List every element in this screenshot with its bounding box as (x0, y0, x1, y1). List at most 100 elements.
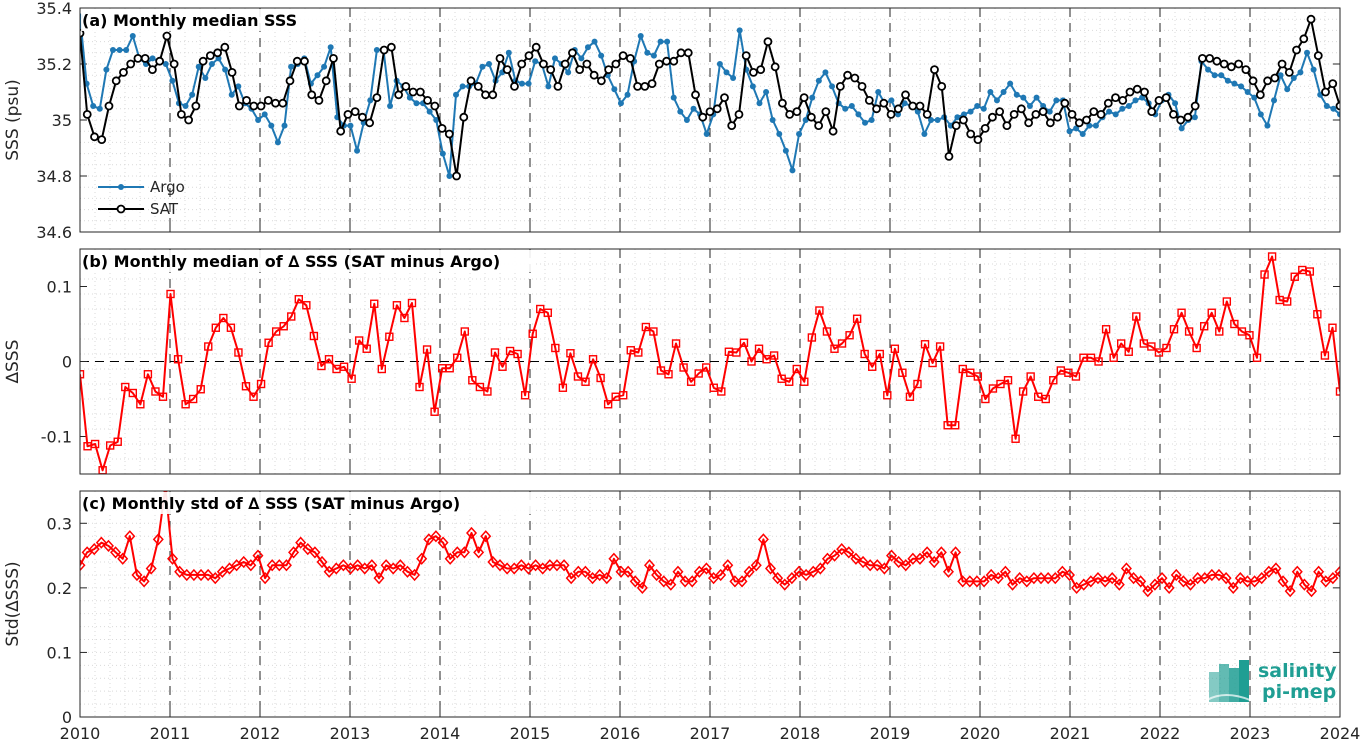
y-tick-label: -0.1 (41, 428, 72, 447)
data-point (408, 87, 418, 97)
data-point (400, 313, 409, 323)
data-point (102, 539, 114, 553)
data-point (152, 533, 164, 546)
axes-box (79, 248, 1341, 475)
data-point (517, 59, 527, 69)
data-point (249, 101, 259, 111)
data-point (618, 51, 628, 60)
data-point (1096, 110, 1106, 119)
data-point (679, 363, 688, 372)
data-point (739, 338, 749, 347)
panel-a: 35.4 35.2 35 34.8 34.6 SSS (psu) (a) Monthly m… (3, 0, 1341, 242)
data-point (1241, 65, 1251, 74)
data-point (670, 94, 677, 101)
data-point (603, 400, 613, 409)
data-point (394, 90, 404, 100)
data-point (321, 63, 328, 70)
data-point (145, 562, 157, 575)
data-point (575, 65, 585, 74)
data-point (1313, 565, 1325, 578)
data-point (437, 536, 449, 549)
data-point (110, 546, 122, 559)
data-point (973, 372, 983, 381)
data-point (1191, 114, 1198, 121)
data-point (1094, 357, 1103, 366)
data-point (445, 364, 454, 373)
y-axis-label: SSS (psu) (3, 79, 23, 160)
data-point (640, 82, 650, 91)
data-point (601, 572, 613, 585)
data-point (1053, 97, 1060, 104)
data-point (1270, 562, 1282, 575)
data-point (643, 559, 656, 572)
data-point (314, 96, 324, 105)
data-point (928, 555, 940, 569)
data-point (799, 93, 809, 102)
data-point (352, 559, 364, 572)
data-point (551, 343, 560, 353)
data-point (81, 546, 93, 559)
data-point (1238, 83, 1245, 90)
data-point (973, 135, 983, 145)
data-point (1154, 348, 1164, 357)
x-tick-label: 2021 (1050, 724, 1091, 743)
data-point (1299, 34, 1309, 44)
data-point (300, 56, 309, 66)
logo-text-pi-mep: pi-mep (1262, 681, 1336, 703)
data-point (890, 344, 900, 353)
data-point (479, 63, 486, 70)
y-axis-label: Std(∆SSS) (3, 561, 23, 646)
data-point (95, 536, 107, 549)
data-point (271, 327, 281, 336)
data-point (415, 382, 424, 392)
x-tick-label: 2013 (330, 724, 371, 743)
data-point (800, 377, 809, 386)
x-tick-label: 2022 (1140, 724, 1181, 743)
title-background (81, 250, 533, 272)
data-point (872, 104, 881, 114)
data-point (430, 530, 442, 543)
data-point (195, 63, 202, 70)
data-point (782, 147, 789, 154)
data-point (423, 96, 432, 105)
data-point (1234, 59, 1244, 69)
data-point (121, 382, 130, 392)
x-tick-label: 2023 (1230, 724, 1271, 743)
data-point (1306, 14, 1316, 24)
data-point (1230, 319, 1239, 329)
data-point (862, 119, 869, 126)
data-point (641, 322, 651, 332)
logo-wave-line (1206, 694, 1251, 701)
data-point (204, 342, 213, 351)
data-point (343, 110, 353, 119)
data-point (143, 370, 153, 379)
data-point (387, 562, 399, 575)
axes-box (79, 7, 1341, 233)
data-point (202, 75, 209, 81)
data-point (566, 349, 575, 358)
data-point (167, 552, 179, 565)
data-point (1234, 572, 1246, 585)
data-point (560, 59, 570, 69)
data-point (1067, 110, 1077, 119)
data-point (743, 565, 755, 578)
legend-marker (116, 204, 126, 214)
panel-title: (b) Monthly median of ∆ SSS (SAT minus A… (82, 252, 500, 271)
data-point (683, 48, 693, 58)
data-point (1128, 572, 1140, 585)
data-point (1074, 118, 1084, 128)
data-point (1109, 353, 1118, 362)
data-point (1183, 112, 1193, 122)
data-point (915, 101, 925, 111)
data-point (883, 391, 892, 400)
data-point (372, 93, 382, 102)
data-point (460, 327, 469, 336)
data-point (954, 114, 961, 121)
data-point (191, 101, 201, 111)
data-point (565, 572, 577, 585)
data-point (636, 581, 648, 594)
logo-wave-shape (1219, 664, 1229, 702)
data-point (807, 565, 819, 578)
data-point (662, 56, 671, 66)
data-point (604, 65, 614, 74)
